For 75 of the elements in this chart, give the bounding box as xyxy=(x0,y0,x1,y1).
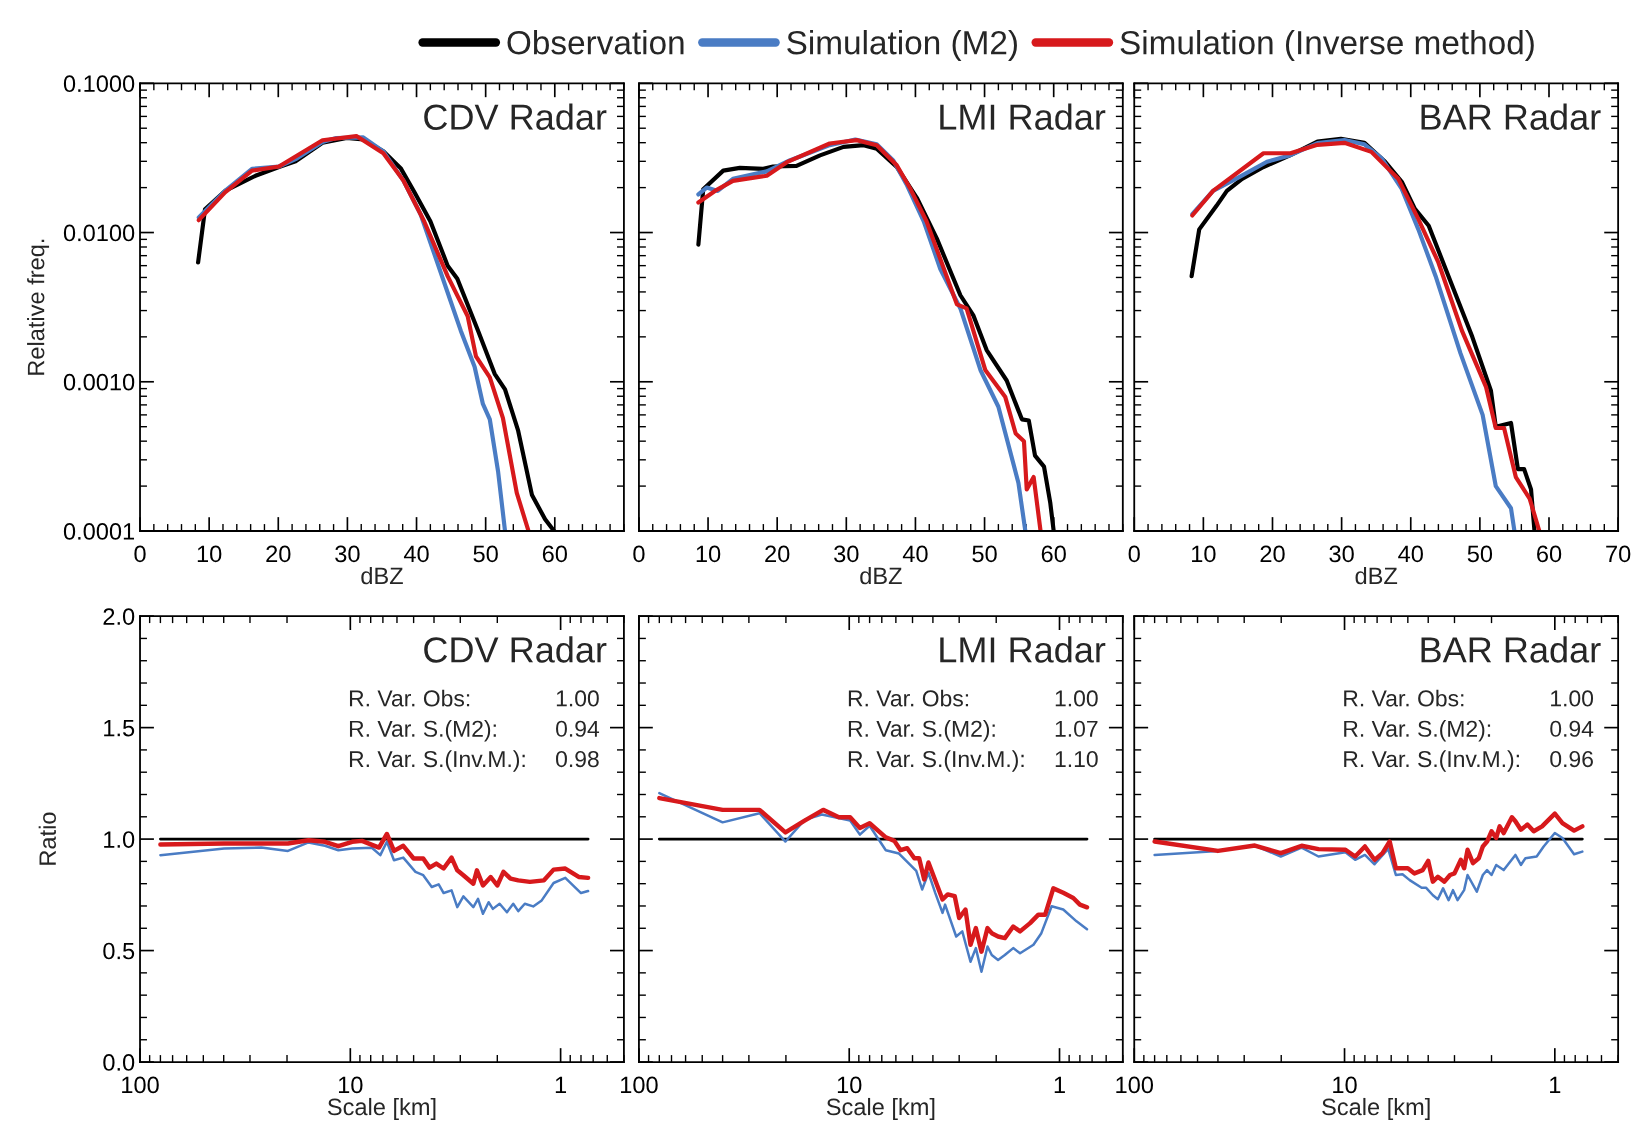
x-tick-label: 20 xyxy=(1260,545,1285,563)
annotation: R. Var. S.(M2): xyxy=(1344,720,1491,742)
x-tick-label: 1 xyxy=(1550,1076,1561,1094)
annotation: 1.00 xyxy=(1551,690,1594,707)
annotation: 1.00 xyxy=(1055,690,1098,707)
y-tick-label: 1.0 xyxy=(104,831,135,848)
x-tick-label: 1 xyxy=(1054,1076,1065,1094)
x-tick-label: 100 xyxy=(122,1076,159,1094)
x-tick-label: 100 xyxy=(1116,1076,1154,1094)
annotation: LMI Radar xyxy=(940,103,1106,130)
legend-label: Simulation (M2) xyxy=(787,30,1017,62)
x-axis-title: dBZ xyxy=(860,566,902,585)
annotation: R. Var. Obs: xyxy=(1344,689,1464,707)
y-tick-label: 1.5 xyxy=(104,719,135,737)
x-tick-label: 0 xyxy=(1128,545,1140,563)
x-tick-label: 60 xyxy=(542,545,567,563)
y-tick-label: 0.0001 xyxy=(63,523,135,540)
annotation: CDV Radar xyxy=(424,636,607,663)
x-tick-label: 50 xyxy=(473,545,498,563)
x-tick-label: 40 xyxy=(1398,545,1423,563)
x-tick-label: 0 xyxy=(134,545,146,563)
x-tick-label: 70 xyxy=(1606,545,1631,563)
annotation: 1.10 xyxy=(1055,750,1098,768)
y-tick-label: 0.1000 xyxy=(63,75,135,93)
y-tick-label: 0.5 xyxy=(103,942,135,960)
x-axis-title: dBZ xyxy=(1355,566,1398,585)
x-tick-label: 0 xyxy=(633,545,645,563)
annotation: R. Var. S.(M2): xyxy=(349,720,496,742)
annotation: CDV Radar xyxy=(424,103,607,130)
x-tick-label: 20 xyxy=(765,545,790,563)
x-tick-label: 10 xyxy=(338,1076,363,1094)
x-tick-label: 10 xyxy=(1192,545,1216,563)
x-tick-label: 10 xyxy=(696,545,721,563)
annotation: R. Var. S.(Inv.M.): xyxy=(349,750,525,772)
y-tick-label: 0.0 xyxy=(103,1054,135,1071)
annotation: 0.98 xyxy=(556,750,599,768)
annotation: R. Var. S.(M2): xyxy=(848,720,995,742)
annotation: R. Var. Obs: xyxy=(848,689,969,707)
x-tick-label: 10 xyxy=(837,1076,862,1094)
x-tick-label: 20 xyxy=(266,545,291,563)
x-tick-label: 1 xyxy=(555,1076,567,1094)
x-tick-label: 60 xyxy=(1041,545,1066,563)
x-tick-label: 10 xyxy=(1333,1076,1357,1094)
annotation: 1.00 xyxy=(556,690,599,707)
x-tick-label: 40 xyxy=(902,545,928,563)
x-tick-label: 100 xyxy=(621,1076,658,1094)
x-tick-label: 50 xyxy=(1467,545,1493,563)
y-tick-label: 0.0010 xyxy=(63,373,135,391)
annotation: BAR Radar xyxy=(1421,103,1601,130)
x-tick-label: 30 xyxy=(1329,545,1354,563)
y-axis-title: Relative freq. xyxy=(27,239,50,375)
x-tick-label: 60 xyxy=(1537,545,1562,563)
y-tick-label: 0.0100 xyxy=(63,224,135,242)
legend-label: Simulation (Inverse method) xyxy=(1120,30,1534,62)
x-axis-title: Scale [km] xyxy=(327,1097,436,1120)
y-tick-label: 2.0 xyxy=(103,608,135,625)
x-tick-label: 50 xyxy=(972,545,997,563)
annotation: 1.07 xyxy=(1055,720,1098,737)
annotation: 0.96 xyxy=(1550,750,1593,768)
x-axis-title: dBZ xyxy=(361,566,403,585)
annotation: R. Var. S.(Inv.M.): xyxy=(1344,750,1519,772)
x-tick-label: 30 xyxy=(335,545,360,563)
annotation: 0.94 xyxy=(556,720,600,737)
annotation: 0.94 xyxy=(1550,720,1594,737)
legend-label: Observation xyxy=(507,30,684,55)
y-axis-title: Ratio xyxy=(38,812,57,865)
x-axis-title: Scale [km] xyxy=(826,1097,935,1120)
annotation: R. Var. Obs: xyxy=(349,689,470,707)
x-tick-label: 10 xyxy=(197,545,222,563)
annotation: BAR Radar xyxy=(1421,636,1601,663)
annotation: LMI Radar xyxy=(940,636,1106,663)
x-tick-label: 30 xyxy=(834,545,859,563)
x-axis-title: Scale [km] xyxy=(1322,1097,1430,1120)
x-tick-label: 40 xyxy=(403,545,429,563)
annotation: R. Var. S.(Inv.M.): xyxy=(848,750,1024,772)
